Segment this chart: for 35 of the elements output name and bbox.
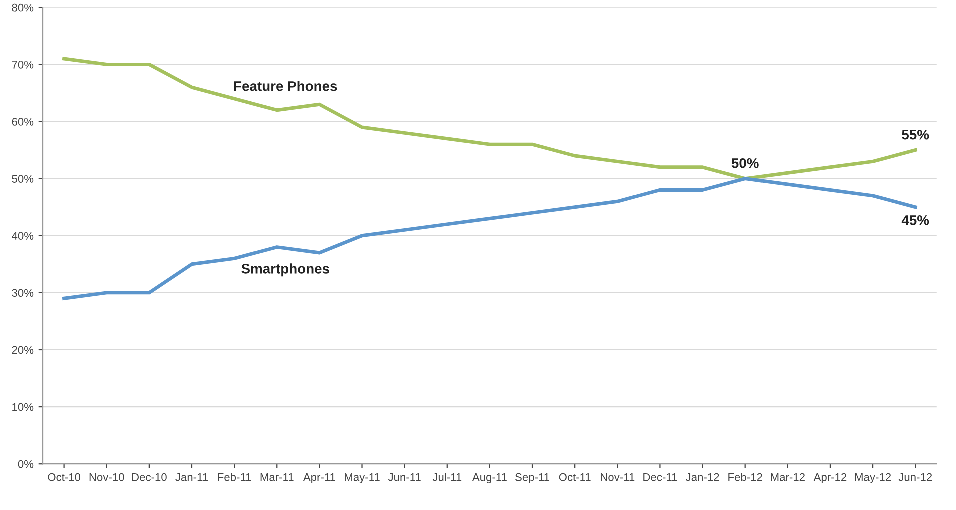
series-label: Smartphones [242,264,330,277]
data-label: 55% [902,130,930,140]
y-tick-label: 30% [12,289,34,298]
y-tick-label: 20% [12,346,34,354]
x-tick-label: Sep-11 [516,473,550,484]
x-tick-label: Mar-12 [771,473,805,482]
x-tick-label: Dec-10 [132,473,167,482]
x-tick-label: Jul-11 [432,473,462,482]
x-tick-label: Jun-12 [898,473,932,482]
y-tick-label: 40% [12,232,34,240]
y-tick-label: 10% [12,403,34,412]
y-tick-label: 80% [12,4,34,12]
x-tick-label: May-12 [855,473,891,484]
y-tick-label: 50% [12,175,34,183]
x-tick-label: Mar-11 [260,474,294,482]
data-label: 45% [902,216,930,226]
x-tick-label: Oct-11 [559,473,591,482]
x-tick-label: Dec-11 [644,474,678,482]
x-tick-label: Nov-10 [90,473,124,482]
x-tick-label: Oct-10 [48,473,81,482]
y-tick-label: 70% [12,60,34,69]
data-label: 50% [732,158,759,168]
x-tick-label: Aug-11 [472,474,507,484]
x-tick-label: Nov-11 [601,474,635,482]
x-tick-label: May-11 [345,474,380,484]
x-tick-label: Jun-11 [388,474,421,482]
y-tick-label: 60% [12,118,34,126]
x-tick-label: Jan-11 [176,474,208,482]
x-tick-label: Feb-12 [728,473,762,482]
x-tick-label: Apr-11 [303,474,336,484]
x-tick-label: Apr-12 [814,473,847,484]
y-tick-label: 0% [18,460,34,468]
x-tick-label: Feb-11 [218,473,252,482]
x-tick-label: Jan-12 [686,473,720,482]
series-label: Feature Phones [234,81,338,92]
